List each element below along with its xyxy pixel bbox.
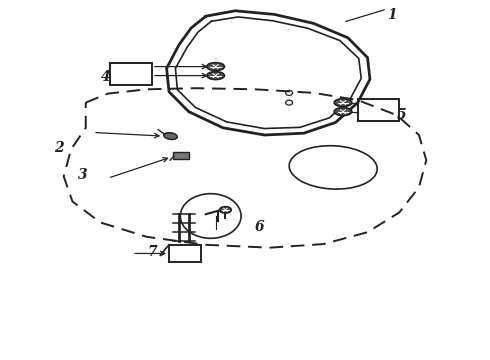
Ellipse shape — [207, 63, 224, 71]
Text: 6: 6 — [255, 220, 265, 234]
Ellipse shape — [334, 99, 352, 107]
Text: 1: 1 — [387, 8, 397, 22]
Text: 4: 4 — [100, 71, 110, 84]
Text: 5: 5 — [397, 108, 407, 122]
Text: 7: 7 — [147, 245, 157, 259]
Ellipse shape — [220, 207, 231, 213]
Ellipse shape — [164, 133, 177, 139]
Ellipse shape — [207, 72, 224, 80]
Ellipse shape — [334, 108, 352, 116]
Text: 2: 2 — [54, 141, 64, 154]
Text: 3: 3 — [77, 168, 87, 181]
FancyBboxPatch shape — [173, 152, 189, 159]
